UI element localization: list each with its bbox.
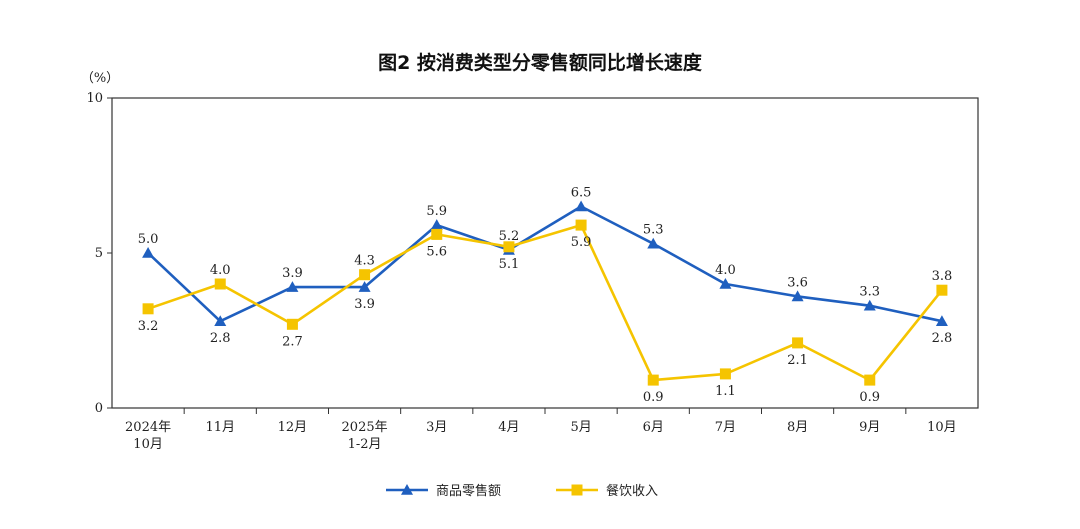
- data-point-1: [935, 315, 948, 326]
- data-point-2: [286, 318, 298, 330]
- data-point-legend-1: [401, 484, 413, 495]
- data-point-2: [575, 219, 587, 231]
- chart-title: 图2 按消费类型分零售额同比增长速度: [378, 51, 703, 74]
- data-point-2: [359, 269, 371, 281]
- legend-label: 商品零售额: [436, 483, 501, 499]
- data-label: 6.5: [571, 186, 592, 201]
- x-tick-label: 4月: [498, 420, 519, 435]
- data-label: 1.1: [715, 384, 736, 399]
- data-point-2: [431, 228, 443, 240]
- data-label: 3.6: [787, 275, 808, 290]
- y-axis-ticks: 0 5 10: [86, 91, 112, 416]
- series-line: [147, 205, 943, 323]
- data-point-1: [358, 281, 371, 292]
- data-point-2: [142, 303, 154, 315]
- y-tick-label: 0: [95, 401, 103, 416]
- data-point-1: [791, 290, 804, 302]
- x-tick-label: 8月: [787, 420, 808, 435]
- x-tick-label: 1-2月: [348, 437, 382, 452]
- legend: 商品零售额 餐饮收入: [386, 483, 658, 499]
- series-line: [147, 223, 943, 382]
- data-label: 2.7: [282, 334, 303, 349]
- x-tick-label: 10月: [133, 437, 163, 452]
- data-label: 4.3: [354, 254, 375, 269]
- data-point-2: [936, 284, 948, 296]
- legend-label: 餐饮收入: [606, 483, 658, 499]
- data-label: 5.2: [499, 229, 520, 244]
- legend-item: 餐饮收入: [556, 483, 658, 499]
- x-tick-label: 9月: [859, 420, 880, 435]
- x-axis-ticks: 2024年 10月 11月 12月 2025年 1-2月 3月 4月 5月 6月 7月 8月 9月 10月: [125, 408, 957, 452]
- data-label: 0.9: [859, 390, 880, 405]
- x-tick-label: 11月: [205, 420, 235, 435]
- data-point-2: [647, 374, 659, 386]
- data-point-1: [575, 200, 588, 212]
- data-label: 2.8: [932, 331, 953, 346]
- data-point-1: [863, 299, 876, 311]
- data-point-1: [647, 237, 660, 249]
- data-label: 2.8: [210, 331, 231, 346]
- x-tick-label: 7月: [715, 420, 736, 435]
- data-label: 5.9: [426, 204, 447, 219]
- data-point-1: [719, 278, 732, 289]
- x-tick-label: 2025年: [342, 420, 388, 435]
- y-axis-unit: （%）: [81, 71, 119, 86]
- data-label: 5.0: [138, 232, 159, 247]
- x-tick-label: 2024年: [125, 420, 171, 435]
- data-point-1: [286, 281, 299, 292]
- data-label: 3.3: [859, 285, 880, 300]
- y-tick-label: 5: [95, 246, 103, 261]
- data-label: 0.9: [643, 390, 664, 405]
- x-tick-label: 3月: [426, 420, 447, 435]
- data-label: 2.1: [787, 353, 808, 368]
- data-label: 5.6: [426, 244, 447, 259]
- x-tick-label: 5月: [570, 420, 591, 435]
- data-label: 4.0: [210, 263, 231, 278]
- data-point-1: [142, 247, 155, 258]
- data-point-1: [430, 219, 443, 230]
- data-point-2: [864, 374, 876, 386]
- data-point-2: [719, 368, 731, 380]
- data-label: 5.9: [571, 235, 592, 250]
- data-point-2: [503, 241, 515, 253]
- data-label: 5.3: [643, 223, 664, 238]
- x-tick-label: 12月: [278, 420, 308, 435]
- data-point-1: [214, 315, 227, 326]
- data-label: 3.2: [138, 319, 159, 334]
- data-point-legend-2: [571, 484, 583, 496]
- series-2: 3.2 4.0 2.7 4.3 5.6 5.1 5.9 0.9 1.1 2.1 0.9 3.8: [138, 219, 953, 405]
- legend-item: 商品零售额: [386, 483, 501, 499]
- x-tick-label: 10月: [927, 420, 957, 435]
- data-label: 3.9: [282, 266, 303, 281]
- data-point-2: [214, 278, 226, 290]
- data-label: 5.1: [499, 257, 520, 272]
- data-label: 3.9: [354, 297, 375, 312]
- y-tick-label: 10: [86, 91, 103, 106]
- series-group: 5.0 2.8 3.9 3.9 5.9 5.2 6.5 5.3 4.0 3.6 3.3 2.8 3.2 4…: [138, 186, 953, 406]
- plot-frame: [111, 97, 979, 409]
- data-label: 3.8: [932, 269, 953, 284]
- x-tick-label: 6月: [643, 420, 664, 435]
- data-point-2: [792, 337, 804, 349]
- series-1: 5.0 2.8 3.9 3.9 5.9 5.2 6.5 5.3 4.0 3.6 3.3 2.8: [138, 186, 953, 347]
- data-label: 4.0: [715, 263, 736, 278]
